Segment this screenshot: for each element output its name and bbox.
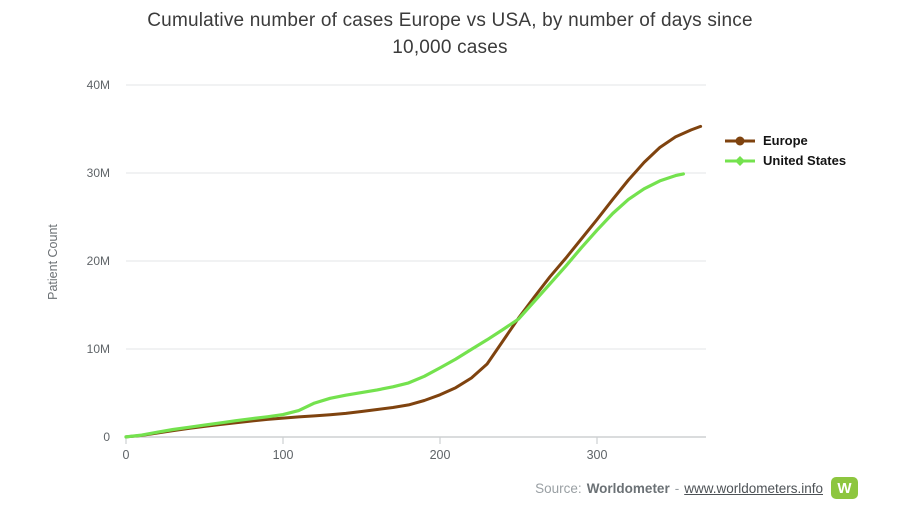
legend-item-united-states[interactable]: United States (724, 153, 846, 168)
source-link[interactable]: www.worldometers.info (684, 480, 823, 496)
legend-marker-united-states-icon (725, 155, 755, 166)
x-tick-label-200: 200 (430, 448, 451, 462)
legend-label-europe: Europe (763, 133, 808, 148)
y-tick-label-30M: 30M (87, 166, 110, 180)
chart-title: Cumulative number of cases Europe vs USA… (0, 7, 900, 61)
chart-title-line1: Cumulative number of cases Europe vs USA… (147, 10, 753, 31)
legend-label-united-states: United States (763, 153, 847, 168)
legend-item-europe[interactable]: Europe (724, 133, 846, 148)
y-tick-label-20M: 20M (87, 254, 110, 268)
source-separator: - (674, 480, 680, 496)
source-bar: Source: Worldometer - www.worldometers.i… (535, 477, 858, 499)
x-tick-label-0: 0 (123, 448, 130, 462)
y-tick-label-0: 0 (103, 430, 110, 444)
worldometer-logo-letter: W (837, 479, 852, 497)
worldometer-logo-icon[interactable]: W (831, 477, 858, 499)
source-prefix: Source: (535, 480, 582, 496)
y-tick-label-40M: 40M (87, 78, 110, 92)
legend: Europe United States (724, 133, 846, 168)
legend-marker-europe-icon (725, 136, 755, 145)
y-axis-title: Patient Count (46, 224, 60, 300)
x-tick-label-300: 300 (587, 448, 608, 462)
y-tick-label-10M: 10M (87, 342, 110, 356)
x-tick-label-100: 100 (273, 448, 294, 462)
series-line-europe (124, 124, 703, 439)
series-line-united-states (124, 172, 685, 439)
source-name: Worldometer (586, 480, 670, 496)
chart-title-line2: 10,000 cases (392, 37, 508, 58)
